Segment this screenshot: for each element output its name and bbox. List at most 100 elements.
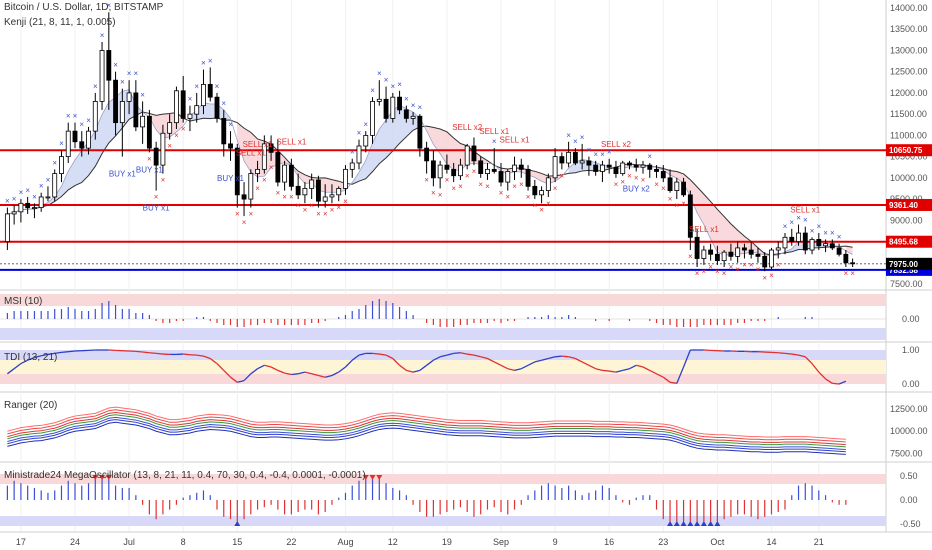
- candle[interactable]: [126, 92, 132, 102]
- level-price-tag[interactable]: [886, 144, 932, 157]
- candle[interactable]: [268, 143, 274, 153]
- candle[interactable]: [579, 160, 585, 164]
- candle[interactable]: [133, 92, 139, 128]
- candle[interactable]: [674, 181, 680, 191]
- candle[interactable]: [410, 115, 416, 119]
- candle[interactable]: [802, 232, 808, 251]
- candle[interactable]: [234, 147, 240, 196]
- price-pane[interactable]: × ×× ××××××× ×× ××××××× ××××××××××× ××××××××××…: [0, 1, 886, 282]
- candle[interactable]: [782, 236, 788, 249]
- candle[interactable]: [288, 164, 294, 187]
- candle[interactable]: [349, 162, 355, 170]
- candle[interactable]: [721, 251, 727, 262]
- candle[interactable]: [647, 164, 653, 170]
- candle[interactable]: [654, 168, 659, 172]
- candle[interactable]: [627, 162, 632, 166]
- candle[interactable]: [525, 168, 531, 187]
- candle[interactable]: [471, 145, 477, 162]
- candle[interactable]: [248, 173, 254, 200]
- candle[interactable]: [424, 147, 430, 162]
- candle[interactable]: [11, 211, 17, 215]
- candle[interactable]: [86, 130, 91, 149]
- candle[interactable]: [485, 168, 490, 175]
- candle[interactable]: [315, 179, 321, 202]
- candle[interactable]: [714, 253, 720, 262]
- candle[interactable]: [92, 101, 98, 132]
- level-price-tag[interactable]: [886, 198, 932, 211]
- candle[interactable]: [32, 207, 37, 209]
- candle[interactable]: [518, 164, 524, 170]
- tdi-pane[interactable]: 1.00 0.00: [0, 345, 920, 389]
- candle[interactable]: [214, 96, 220, 119]
- time-scale[interactable]: 17 24 Jul 8 15 22 Aug 12 19 Sep 9 16 23 Oct 14 21: [0, 531, 932, 547]
- candle[interactable]: [667, 177, 673, 191]
- candle[interactable]: [742, 247, 747, 251]
- candle[interactable]: [478, 160, 484, 175]
- candle[interactable]: [38, 196, 44, 208]
- candle[interactable]: [302, 188, 308, 196]
- candle[interactable]: [769, 249, 774, 268]
- candle[interactable]: [167, 122, 173, 134]
- candle[interactable]: [593, 164, 599, 172]
- candle[interactable]: [322, 196, 328, 202]
- candle[interactable]: [620, 162, 626, 175]
- candle[interactable]: [633, 164, 639, 168]
- candle[interactable]: [363, 134, 369, 147]
- candle[interactable]: [397, 96, 402, 111]
- candle[interactable]: [207, 84, 213, 98]
- candle[interactable]: [403, 109, 409, 119]
- candle[interactable]: [552, 156, 558, 179]
- candle[interactable]: [140, 115, 146, 128]
- candle[interactable]: [694, 236, 700, 259]
- candle[interactable]: [119, 101, 125, 124]
- candle[interactable]: [829, 243, 835, 249]
- candle[interactable]: [735, 247, 741, 257]
- candle[interactable]: [457, 164, 463, 177]
- candle[interactable]: [336, 188, 342, 196]
- candle[interactable]: [194, 105, 200, 115]
- candle[interactable]: [823, 243, 828, 247]
- candle[interactable]: [687, 194, 693, 238]
- candle[interactable]: [775, 247, 781, 251]
- candle[interactable]: [728, 251, 734, 257]
- candle[interactable]: [572, 151, 578, 164]
- candle[interactable]: [708, 249, 714, 255]
- candle[interactable]: [512, 164, 517, 172]
- candle[interactable]: [566, 151, 572, 164]
- candle[interactable]: [295, 185, 301, 196]
- candle[interactable]: [762, 255, 768, 268]
- candle[interactable]: [309, 179, 315, 189]
- candle[interactable]: [417, 115, 423, 149]
- candle[interactable]: [437, 164, 443, 179]
- candle[interactable]: [18, 202, 24, 213]
- level-price-tag[interactable]: [886, 235, 932, 248]
- candle[interactable]: [282, 164, 288, 183]
- candle[interactable]: [532, 185, 538, 196]
- candle[interactable]: [539, 190, 544, 196]
- candle[interactable]: [146, 115, 152, 149]
- candle[interactable]: [606, 164, 612, 168]
- candle[interactable]: [390, 96, 396, 119]
- msi-pane[interactable]: 0.00: [0, 294, 920, 340]
- candle[interactable]: [153, 147, 159, 166]
- candle[interactable]: [65, 130, 71, 158]
- candle[interactable]: [545, 177, 551, 191]
- price-scale[interactable]: 14000.00 13500.00 13000.00 12500.00 12000.00…: [886, 3, 932, 289]
- candle[interactable]: [796, 232, 801, 242]
- ranger-pane[interactable]: 12500.00 10000.00 7500.00: [7, 404, 928, 459]
- candle[interactable]: [383, 98, 389, 119]
- candle[interactable]: [600, 164, 605, 172]
- candle[interactable]: [701, 249, 707, 259]
- candle[interactable]: [343, 168, 348, 189]
- candle[interactable]: [376, 98, 382, 102]
- candle[interactable]: [255, 168, 261, 175]
- candle[interactable]: [106, 50, 112, 81]
- candle[interactable]: [640, 164, 646, 168]
- candle[interactable]: [201, 84, 206, 107]
- candle[interactable]: [755, 253, 761, 257]
- candle[interactable]: [173, 90, 179, 124]
- candle[interactable]: [660, 171, 666, 179]
- candle[interactable]: [370, 101, 375, 136]
- candle[interactable]: [221, 118, 227, 145]
